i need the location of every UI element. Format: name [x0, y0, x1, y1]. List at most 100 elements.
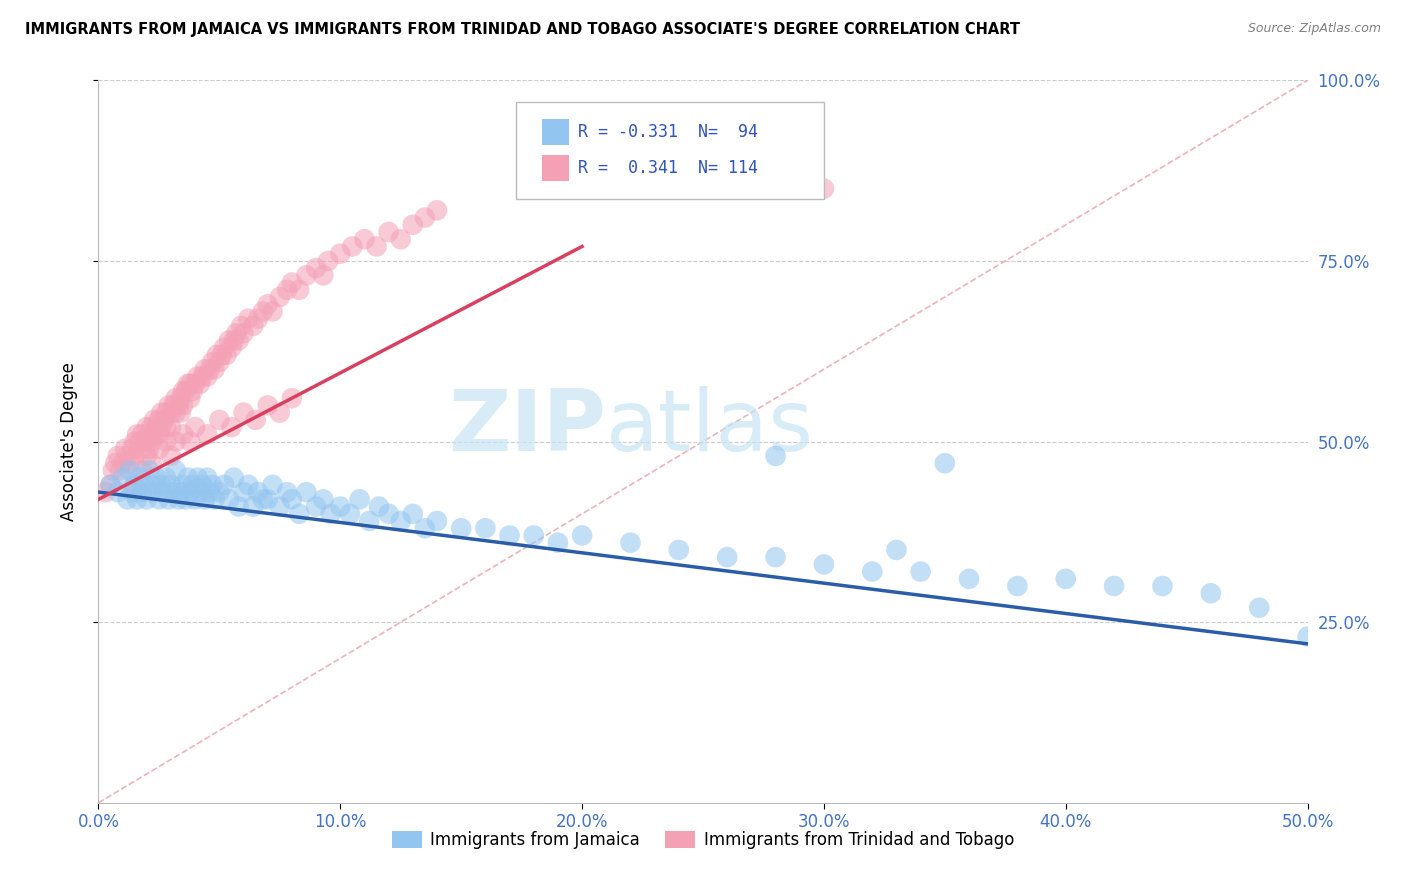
Point	[228, 500, 250, 514]
Point	[124, 434, 146, 449]
Point	[218, 492, 240, 507]
Point	[256, 492, 278, 507]
Point	[860, 565, 883, 579]
Point	[181, 478, 204, 492]
Point	[157, 492, 180, 507]
Text: Source: ZipAtlas.com: Source: ZipAtlas.com	[1247, 22, 1381, 36]
Point	[148, 413, 170, 427]
Point	[184, 376, 207, 391]
Point	[141, 434, 163, 449]
Point	[141, 485, 163, 500]
Point	[262, 478, 284, 492]
Point	[118, 463, 141, 477]
Point	[124, 478, 146, 492]
Point	[108, 463, 131, 477]
Point	[135, 449, 157, 463]
Point	[179, 485, 201, 500]
Point	[312, 268, 335, 283]
Point	[165, 463, 187, 477]
Point	[160, 478, 183, 492]
Point	[281, 391, 304, 405]
Point	[167, 398, 190, 412]
Point	[100, 478, 122, 492]
Point	[141, 456, 163, 470]
Point	[194, 362, 217, 376]
Point	[498, 528, 520, 542]
Point	[138, 427, 160, 442]
Point	[232, 326, 254, 340]
FancyBboxPatch shape	[516, 102, 824, 200]
Point	[172, 478, 194, 492]
Point	[128, 470, 150, 484]
Point	[121, 485, 143, 500]
Point	[201, 478, 224, 492]
Point	[208, 485, 231, 500]
Point	[188, 376, 211, 391]
Point	[160, 449, 183, 463]
Point	[150, 420, 173, 434]
Text: R = -0.331  N=  94: R = -0.331 N= 94	[578, 123, 758, 141]
Bar	[543, 120, 569, 145]
Point	[195, 369, 218, 384]
Point	[1199, 586, 1222, 600]
Point	[135, 434, 157, 449]
Point	[198, 485, 221, 500]
Point	[194, 492, 217, 507]
Point	[127, 492, 149, 507]
Point	[117, 492, 139, 507]
Point	[523, 528, 546, 542]
Point	[169, 391, 191, 405]
Point	[111, 456, 134, 470]
Point	[100, 478, 122, 492]
Point	[813, 182, 835, 196]
Point	[177, 470, 200, 484]
Point	[269, 500, 291, 514]
Point	[124, 449, 146, 463]
Point	[413, 521, 436, 535]
Point	[319, 507, 342, 521]
Point	[134, 434, 156, 449]
Point	[269, 290, 291, 304]
Point	[218, 334, 240, 348]
Point	[281, 492, 304, 507]
Point	[389, 514, 412, 528]
Point	[124, 478, 146, 492]
Y-axis label: Associate's Degree: Associate's Degree	[59, 362, 77, 521]
Point	[222, 470, 245, 484]
Point	[205, 348, 228, 362]
Point	[1102, 579, 1125, 593]
Point	[450, 521, 472, 535]
Point	[138, 463, 160, 477]
Point	[281, 276, 304, 290]
Point	[179, 434, 201, 449]
Point	[288, 507, 311, 521]
Point	[262, 304, 284, 318]
Point	[198, 362, 221, 376]
Point	[276, 283, 298, 297]
Point	[188, 485, 211, 500]
Point	[152, 413, 174, 427]
Point	[242, 318, 264, 333]
Point	[187, 369, 209, 384]
Point	[167, 492, 190, 507]
Point	[377, 225, 399, 239]
Point	[127, 427, 149, 442]
Point	[222, 334, 245, 348]
Point	[111, 470, 134, 484]
Point	[145, 427, 167, 442]
Point	[232, 406, 254, 420]
Point	[1007, 579, 1029, 593]
Point	[191, 369, 214, 384]
Point	[165, 391, 187, 405]
Point	[1249, 600, 1271, 615]
Point	[131, 485, 153, 500]
Point	[187, 470, 209, 484]
Point	[571, 528, 593, 542]
Point	[413, 211, 436, 225]
Point	[215, 348, 238, 362]
Point	[228, 334, 250, 348]
Point	[389, 232, 412, 246]
Point	[368, 500, 391, 514]
Point	[114, 442, 136, 456]
Point	[353, 232, 375, 246]
